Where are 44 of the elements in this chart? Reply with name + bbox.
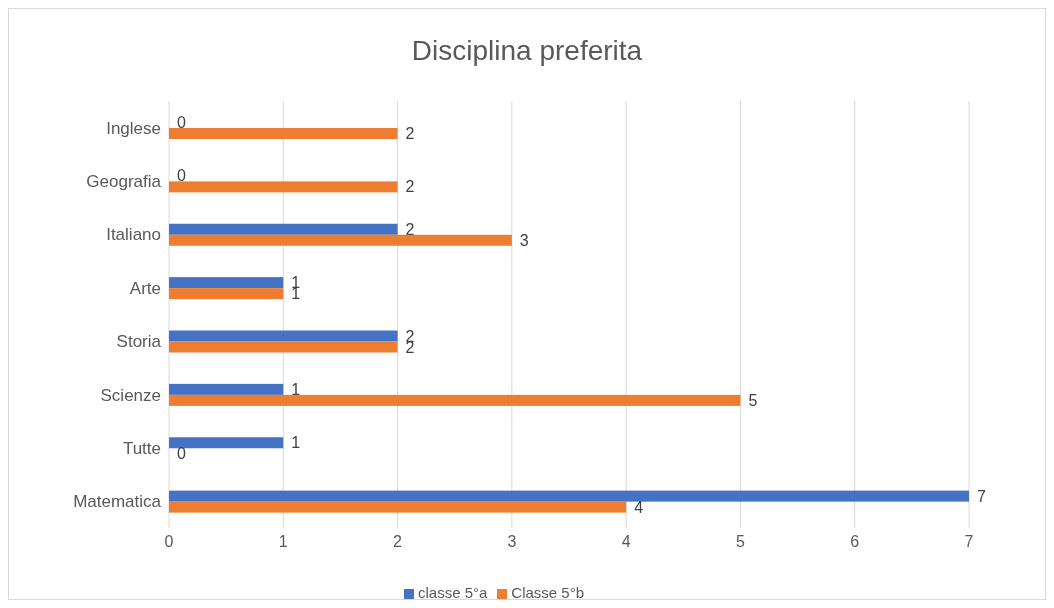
bar xyxy=(169,223,398,235)
data-label: 1 xyxy=(291,380,301,398)
y-tick-label: Tutte xyxy=(122,438,161,458)
bar xyxy=(169,181,398,193)
x-tick-label: 0 xyxy=(164,533,174,551)
y-tick-label: Matematica xyxy=(73,492,162,512)
data-label: 5 xyxy=(748,391,758,409)
x-tick-label: 6 xyxy=(850,533,860,551)
bar xyxy=(169,501,627,513)
bar xyxy=(169,277,284,289)
x-tick-label: 2 xyxy=(393,533,403,551)
y-tick-label: Italiano xyxy=(106,225,161,245)
data-label: 0 xyxy=(177,445,186,463)
chart-title: Disciplina preferita xyxy=(410,34,644,68)
x-tick-label: 3 xyxy=(507,533,517,551)
legend-label: classe 5°a xyxy=(417,584,488,601)
bar xyxy=(169,394,741,406)
bar xyxy=(169,490,969,502)
bar xyxy=(169,383,284,395)
bar xyxy=(169,288,284,300)
x-tick-label: 4 xyxy=(621,533,631,551)
y-tick-label: Storia xyxy=(116,332,162,352)
data-label: 7 xyxy=(977,487,986,505)
bar xyxy=(169,234,512,246)
y-tick-label: Arte xyxy=(129,278,161,298)
bar xyxy=(169,341,398,353)
bar xyxy=(169,128,398,140)
bar xyxy=(169,330,398,342)
x-tick-label: 7 xyxy=(964,533,974,551)
data-label: 0 xyxy=(177,114,186,132)
data-label: 2 xyxy=(405,178,415,196)
data-label: 2 xyxy=(405,125,415,143)
data-label: 0 xyxy=(177,167,186,185)
x-tick-label: 5 xyxy=(735,533,745,551)
x-tick-label: 1 xyxy=(278,533,288,551)
y-tick-label: Inglese xyxy=(106,118,161,138)
bar xyxy=(169,437,284,449)
y-tick-label: Geografia xyxy=(86,172,162,192)
legend-label: Classe 5°b xyxy=(511,584,585,601)
data-label: 1 xyxy=(291,434,301,452)
data-label: 4 xyxy=(634,498,644,516)
data-label: 3 xyxy=(519,231,529,249)
y-tick-label: Scienze xyxy=(100,385,161,405)
data-label: 2 xyxy=(405,220,415,238)
